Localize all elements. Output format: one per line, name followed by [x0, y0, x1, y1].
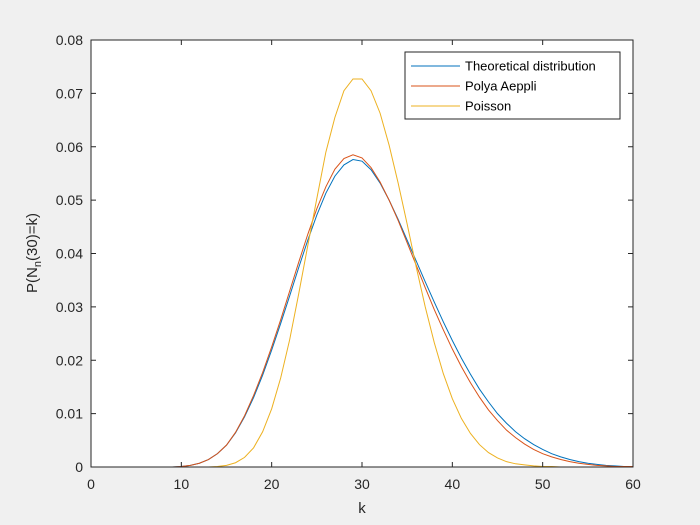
y-axis-label-subscript: n — [32, 261, 44, 267]
x-tick-label: 20 — [264, 476, 280, 492]
y-tick-label: 0.05 — [56, 192, 83, 208]
y-tick-label: 0.01 — [56, 406, 83, 422]
x-axis: 0 10 20 30 40 50 60 — [87, 40, 641, 492]
y-tick-label: 0.04 — [56, 246, 83, 262]
x-tick-label: 10 — [174, 476, 190, 492]
x-tick-label: 0 — [87, 476, 95, 492]
y-tick-label: 0.07 — [56, 85, 83, 101]
y-axis-label-prefix: P(N — [24, 267, 41, 293]
y-tick-label: 0.03 — [56, 299, 83, 315]
x-tick-label: 50 — [535, 476, 551, 492]
y-axis-label-suffix: (30)=k) — [24, 213, 41, 261]
y-axis: 0 0.01 0.02 0.03 0.04 0.05 0.06 0.07 0.08 — [56, 32, 633, 475]
legend: Theoretical distribution Polya Aeppli Pois… — [404, 51, 621, 120]
x-axis-label: k — [358, 500, 366, 517]
x-tick-label: 40 — [445, 476, 461, 492]
y-tick-label: 0 — [75, 459, 83, 475]
x-tick-label: 60 — [625, 476, 641, 492]
legend-label: Poisson — [465, 99, 511, 114]
x-tick-label: 30 — [354, 476, 370, 492]
legend-label: Polya Aeppli — [465, 79, 537, 94]
y-tick-label: 0.06 — [56, 139, 83, 155]
y-axis-label: P(Nn(30)=k) — [24, 213, 44, 293]
y-tick-label: 0.02 — [56, 352, 83, 368]
y-tick-label: 0.08 — [56, 32, 83, 48]
legend-label: Theoretical distribution — [465, 59, 596, 74]
